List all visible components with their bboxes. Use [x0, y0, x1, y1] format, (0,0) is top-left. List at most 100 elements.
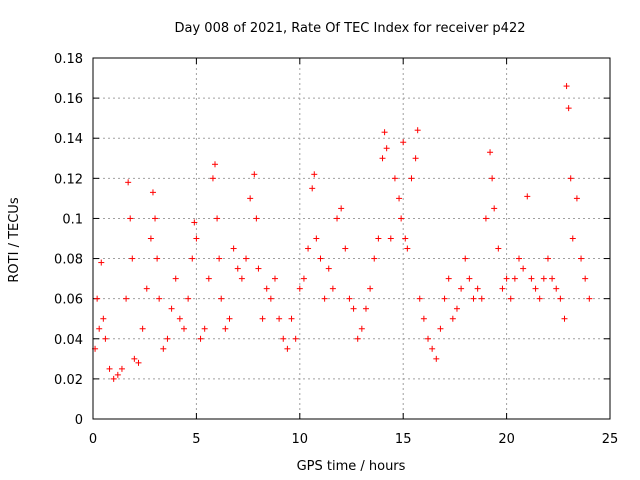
data-point — [466, 275, 473, 282]
data-point — [205, 275, 212, 282]
data-point — [296, 285, 303, 292]
y-tick-label: 0.02 — [54, 373, 83, 388]
axis-ticks: 0 5 10 15 20 25 0 0.02 0.04 0.06 0.08 0.1 0.12 0.14 0.… — [54, 52, 618, 447]
data-point — [561, 315, 568, 322]
data-point — [398, 215, 405, 222]
data-point — [478, 295, 485, 302]
data-point — [414, 127, 421, 134]
plot-frame — [92, 57, 611, 420]
data-point — [125, 179, 132, 186]
x-tick-label: 15 — [395, 432, 412, 447]
data-point — [212, 161, 219, 168]
data-point — [391, 175, 398, 182]
data-point — [216, 255, 223, 262]
data-point — [453, 305, 460, 312]
data-point — [578, 255, 585, 262]
data-point — [160, 345, 167, 352]
data-point — [168, 305, 175, 312]
data-point — [400, 139, 407, 146]
x-tick-label: 0 — [89, 432, 97, 447]
data-point — [218, 295, 225, 302]
data-point — [201, 325, 208, 332]
data-point — [507, 295, 514, 302]
data-point — [499, 285, 506, 292]
data-point — [156, 295, 163, 302]
data-point — [474, 285, 481, 292]
data-point — [329, 285, 336, 292]
y-tick-label: 0 — [75, 413, 83, 428]
data-point — [253, 215, 260, 222]
data-point — [487, 149, 494, 156]
data-point — [458, 285, 465, 292]
data-point — [123, 295, 130, 302]
data-point — [271, 275, 278, 282]
data-point — [135, 359, 142, 366]
y-tick-label: 0.04 — [54, 333, 83, 348]
data-point — [321, 295, 328, 302]
data-point — [325, 265, 332, 272]
y-tick-label: 0.12 — [54, 172, 83, 187]
x-tick-label: 5 — [192, 432, 200, 447]
data-point — [503, 275, 510, 282]
y-tick-label: 0.08 — [54, 253, 83, 268]
data-point — [511, 275, 518, 282]
data-point — [567, 175, 574, 182]
data-point — [524, 193, 531, 200]
data-point — [180, 325, 187, 332]
data-point — [342, 245, 349, 252]
data-point — [371, 255, 378, 262]
data-point — [429, 345, 436, 352]
data-point — [404, 245, 411, 252]
data-point — [152, 215, 159, 222]
chart-title: Day 008 of 2021, Rate Of TEC Index for r… — [175, 21, 526, 36]
y-tick-label: 0.14 — [54, 132, 83, 147]
data-point — [149, 189, 156, 196]
data-point — [222, 325, 229, 332]
data-point — [313, 235, 320, 242]
data-point — [495, 245, 502, 252]
data-point — [317, 255, 324, 262]
data-point — [164, 335, 171, 342]
data-point — [305, 245, 312, 252]
data-point — [267, 295, 274, 302]
y-tick-label: 0.1 — [62, 212, 83, 227]
data-point — [557, 295, 564, 302]
data-point — [284, 345, 291, 352]
data-point — [367, 285, 374, 292]
data-point — [449, 315, 456, 322]
data-point — [247, 195, 254, 202]
data-point — [176, 315, 183, 322]
data-point — [98, 259, 105, 266]
data-point — [540, 275, 547, 282]
data-point — [470, 295, 477, 302]
data-point — [230, 245, 237, 252]
data-point — [172, 275, 179, 282]
data-point — [420, 315, 427, 322]
data-point — [520, 265, 527, 272]
y-tick-label: 0.16 — [54, 92, 83, 107]
data-point — [280, 335, 287, 342]
data-point — [131, 355, 138, 362]
data-point — [263, 285, 270, 292]
data-point — [544, 255, 551, 262]
data-point — [110, 375, 117, 382]
x-tick-label: 20 — [498, 432, 515, 447]
data-point — [441, 295, 448, 302]
data-point — [311, 171, 318, 178]
data-point — [300, 275, 307, 282]
data-point — [528, 275, 535, 282]
data-point — [276, 315, 283, 322]
y-axis-label: ROTI / TECUs — [7, 197, 22, 282]
data-point — [462, 255, 469, 262]
data-point — [387, 235, 394, 242]
data-point — [154, 255, 161, 262]
data-point — [482, 215, 489, 222]
x-axis-label: GPS time / hours — [297, 459, 406, 474]
data-point — [334, 215, 341, 222]
data-point — [189, 255, 196, 262]
data-point — [563, 83, 570, 90]
data-point — [553, 285, 560, 292]
data-point — [569, 235, 576, 242]
data-point — [381, 129, 388, 136]
